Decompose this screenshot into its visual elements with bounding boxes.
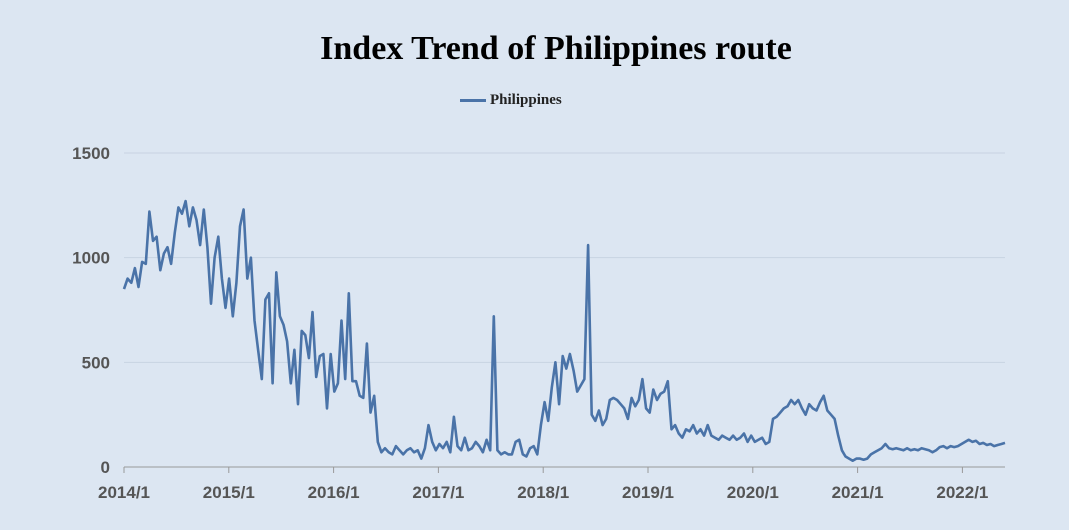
legend-swatch (460, 99, 486, 102)
x-tick-label: 2017/1 (412, 483, 464, 502)
x-tick-label: 2016/1 (308, 483, 360, 502)
chart-title: Index Trend of Philippines route (320, 30, 792, 67)
x-tick-label: 2020/1 (727, 483, 779, 502)
y-tick-label: 1000 (72, 249, 110, 268)
x-tick-label: 2021/1 (832, 483, 884, 502)
series-line-philippines (122, 199, 1006, 463)
x-tick-label: 2014/1 (98, 483, 150, 502)
x-tick-label: 2022/1 (936, 483, 988, 502)
x-tick-label: 2018/1 (517, 483, 569, 502)
x-tick-label: 2015/1 (203, 483, 255, 502)
y-tick-label: 500 (82, 353, 110, 372)
legend: Philippines (460, 92, 562, 109)
x-tick-label: 2019/1 (622, 483, 674, 502)
legend-label-philippines: Philippines (490, 92, 562, 108)
y-tick-label: 1500 (72, 144, 110, 163)
y-tick-label: 0 (101, 458, 110, 477)
